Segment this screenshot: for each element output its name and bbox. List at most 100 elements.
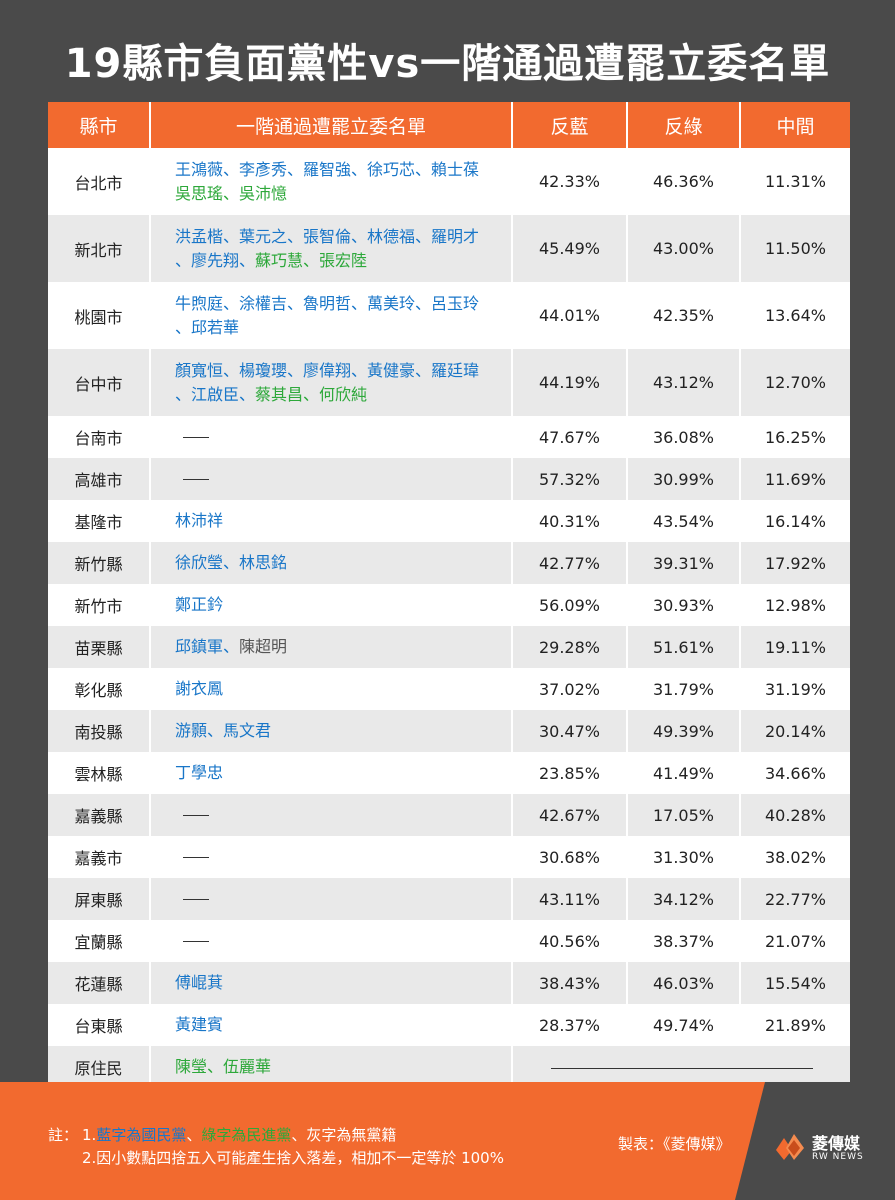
legislator-names: 顏寬恒、楊瓊瓔、廖偉翔、黃健豪、羅廷瑋 xyxy=(175,360,480,380)
cell-anti-blue: 40.56% xyxy=(512,920,628,962)
footnote-gray-legend: 、灰字為無黨籍 xyxy=(291,1126,397,1144)
cell-anti-green: 46.03% xyxy=(627,962,741,1004)
footnote-label: 註： xyxy=(48,1126,79,1144)
cell-anti-green: 30.99% xyxy=(627,458,741,500)
cell-anti-blue: 57.32% xyxy=(512,458,628,500)
table-body: 台北市 王鴻薇、李彥秀、羅智強、徐巧芯、賴士葆 吳思瑤、吳沛憶 42.33% 46.36… xyxy=(48,148,850,1088)
cell-neutral: 11.31% xyxy=(740,148,850,215)
cell-legislators: 謝衣鳳 xyxy=(150,668,513,710)
cell-anti-blue: 29.28% xyxy=(512,626,628,668)
legislator-line: 游顥、馬文君 xyxy=(175,719,511,743)
table-row: 新竹縣 徐欣瑩、林思銘 42.77% 39.31% 17.92% xyxy=(48,542,850,584)
cell-legislators: 牛煦庭、涂權吉、魯明哲、萬美玲、呂玉玲、邱若華 xyxy=(150,282,513,349)
table-row: 新竹市 鄭正鈐 56.09% 30.93% 12.98% xyxy=(48,584,850,626)
cell-anti-blue: 42.67% xyxy=(512,794,628,836)
cell-anti-green: 49.39% xyxy=(627,710,741,752)
legislator-line: 林沛祥 xyxy=(175,509,511,533)
cell-city: 高雄市 xyxy=(48,458,151,500)
cell-city: 桃園市 xyxy=(48,282,151,349)
legislator-line: 徐欣瑩、林思銘 xyxy=(175,551,511,575)
none-dash xyxy=(183,437,209,438)
cell-legislators xyxy=(150,416,513,458)
cell-neutral: 21.07% xyxy=(740,920,850,962)
cell-legislators: 丁學忠 xyxy=(150,752,513,794)
made-by-credit: 製表：《菱傳媒》 xyxy=(618,1135,731,1153)
cell-anti-blue: 42.77% xyxy=(512,542,628,584)
legislator-line: 黃建賓 xyxy=(175,1013,511,1037)
cell-anti-green: 43.54% xyxy=(627,500,741,542)
not-applicable-line xyxy=(550,1067,813,1069)
cell-anti-green: 17.05% xyxy=(627,794,741,836)
cell-city: 台東縣 xyxy=(48,1004,151,1046)
legislator-line: 、邱若華 xyxy=(175,316,511,340)
cell-city: 南投縣 xyxy=(48,710,151,752)
legislator-line: 洪孟楷、葉元之、張智倫、林德福、羅明才 xyxy=(175,225,511,249)
cell-anti-green: 30.93% xyxy=(627,584,741,626)
legislator-line: 牛煦庭、涂權吉、魯明哲、萬美玲、呂玉玲 xyxy=(175,292,511,316)
cell-legislators: 邱鎮軍、陳超明 xyxy=(150,626,513,668)
table-row: 新北市 洪孟楷、葉元之、張智倫、林德福、羅明才 、廖先翔、蘇巧慧、張宏陸 45.49%… xyxy=(48,215,850,282)
cell-neutral: 20.14% xyxy=(740,710,850,752)
legislator-names: 、江啟臣、 xyxy=(175,384,256,404)
cell-legislators: 洪孟楷、葉元之、張智倫、林德福、羅明才 、廖先翔、蘇巧慧、張宏陸 xyxy=(150,215,513,282)
none-dash xyxy=(183,479,209,480)
legislator-line: 、江啟臣、蔡其昌、何欣純 xyxy=(175,383,511,407)
table-row: 南投縣 游顥、馬文君 30.47% 49.39% 20.14% xyxy=(48,710,850,752)
cell-city: 苗栗縣 xyxy=(48,626,151,668)
cell-anti-green: 39.31% xyxy=(627,542,741,584)
table-row: 嘉義市 30.68% 31.30% 38.02% xyxy=(48,836,850,878)
cell-city: 台南市 xyxy=(48,416,151,458)
cell-city: 台北市 xyxy=(48,148,151,215)
cell-anti-green: 41.49% xyxy=(627,752,741,794)
cell-anti-blue: 40.31% xyxy=(512,500,628,542)
cell-anti-blue: 23.85% xyxy=(512,752,628,794)
cell-anti-green: 43.00% xyxy=(627,215,741,282)
cell-city: 新北市 xyxy=(48,215,151,282)
cell-anti-green: 36.08% xyxy=(627,416,741,458)
cell-legislators: 鄭正鈐 xyxy=(150,584,513,626)
legislator-names: 、廖先翔、 xyxy=(175,250,256,270)
legislator-names: 蘇巧慧、張宏陸 xyxy=(255,250,368,270)
results-table: 縣市 一階通過遭罷立委名單 反藍 反綠 中間 台北市 王鴻薇、李彥秀、羅智強、徐巧… xyxy=(48,102,850,1098)
table-row: 台南市 47.67% 36.08% 16.25% xyxy=(48,416,850,458)
rw-news-logo: 菱傳媒 RW NEWS xyxy=(772,1126,872,1170)
cell-anti-blue: 45.49% xyxy=(512,215,628,282)
cell-neutral: 31.19% xyxy=(740,668,850,710)
legislator-line: 吳思瑤、吳沛憶 xyxy=(175,182,511,206)
cell-anti-blue: 42.33% xyxy=(512,148,628,215)
cell-anti-green: 49.74% xyxy=(627,1004,741,1046)
header-city: 縣市 xyxy=(48,102,151,148)
table-row: 台東縣 黃建賓 28.37% 49.74% 21.89% xyxy=(48,1004,850,1046)
table-row: 苗栗縣 邱鎮軍、陳超明 29.28% 51.61% 19.11% xyxy=(48,626,850,668)
cell-neutral: 38.02% xyxy=(740,836,850,878)
cell-neutral: 15.54% xyxy=(740,962,850,1004)
table-row: 基隆市 林沛祥 40.31% 43.54% 16.14% xyxy=(48,500,850,542)
cell-neutral: 40.28% xyxy=(740,794,850,836)
cell-neutral: 21.89% xyxy=(740,1004,850,1046)
cell-legislators xyxy=(150,836,513,878)
cell-not-applicable xyxy=(512,1046,850,1088)
cell-legislators: 徐欣瑩、林思銘 xyxy=(150,542,513,584)
footnote: 註： 1.藍字為國民黨、綠字為民進黨、灰字為無黨籍 2.因小數點四捨五入可能產生捨… xyxy=(48,1124,504,1170)
cell-neutral: 34.66% xyxy=(740,752,850,794)
none-dash xyxy=(183,857,209,858)
table-row: 屏東縣 43.11% 34.12% 22.77% xyxy=(48,878,850,920)
rhombus-logo-icon xyxy=(776,1134,804,1160)
legislator-names: 林沛祥 xyxy=(175,511,224,530)
cell-anti-green: 38.37% xyxy=(627,920,741,962)
cell-anti-green: 51.61% xyxy=(627,626,741,668)
footnote-line-1: 註： 1.藍字為國民黨、綠字為民進黨、灰字為無黨籍 xyxy=(48,1124,504,1147)
cell-anti-blue: 28.37% xyxy=(512,1004,628,1046)
table-row: 彰化縣 謝衣鳳 37.02% 31.79% 31.19% xyxy=(48,668,850,710)
legislator-line: 謝衣鳳 xyxy=(175,677,511,701)
footnote-green-legend: 綠字為民進黨 xyxy=(201,1126,292,1144)
none-dash xyxy=(183,815,209,816)
cell-legislators: 游顥、馬文君 xyxy=(150,710,513,752)
cell-city: 基隆市 xyxy=(48,500,151,542)
legislator-line: 、廖先翔、蘇巧慧、張宏陸 xyxy=(175,249,511,273)
cell-neutral: 22.77% xyxy=(740,878,850,920)
cell-anti-green: 31.30% xyxy=(627,836,741,878)
cell-city: 新竹市 xyxy=(48,584,151,626)
cell-anti-blue: 37.02% xyxy=(512,668,628,710)
legislator-names: 牛煦庭、涂權吉、魯明哲、萬美玲、呂玉玲 xyxy=(175,293,480,313)
